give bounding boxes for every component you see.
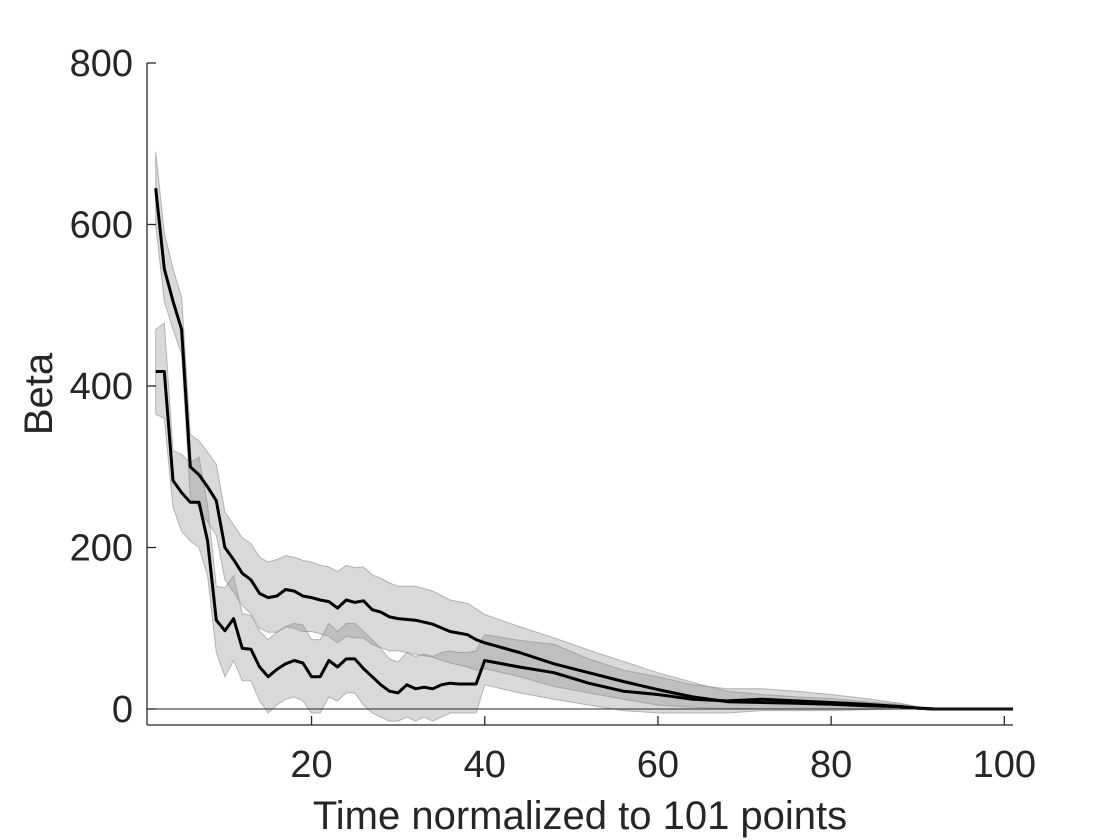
x-tick-label: 60: [637, 744, 679, 786]
axes: [146, 63, 1013, 726]
y-tick-label: 200: [70, 528, 133, 570]
series-1-line: [154, 188, 1013, 711]
y-tick-label: 400: [70, 366, 133, 408]
y-tick-label: 800: [70, 43, 133, 85]
x-tick-label: 100: [973, 744, 1036, 786]
series-lines: [154, 188, 1013, 711]
confidence-bands: [155, 151, 1013, 722]
x-axis-label: Time normalized to 101 points: [313, 794, 847, 838]
y-tick-label: 0: [112, 689, 133, 731]
y-tick-label: 600: [70, 205, 133, 247]
x-tick-label: 20: [290, 744, 332, 786]
y-axis-label: Beta: [17, 352, 61, 435]
ticks: 0 200 400 600 800 20 40 60 80 100: [70, 43, 1036, 786]
series-1-band: [155, 151, 1013, 710]
series-2-line: [155, 370, 1013, 711]
x-tick-label: 40: [464, 744, 506, 786]
series-2-band: [155, 322, 1013, 722]
x-tick-label: 80: [810, 744, 852, 786]
